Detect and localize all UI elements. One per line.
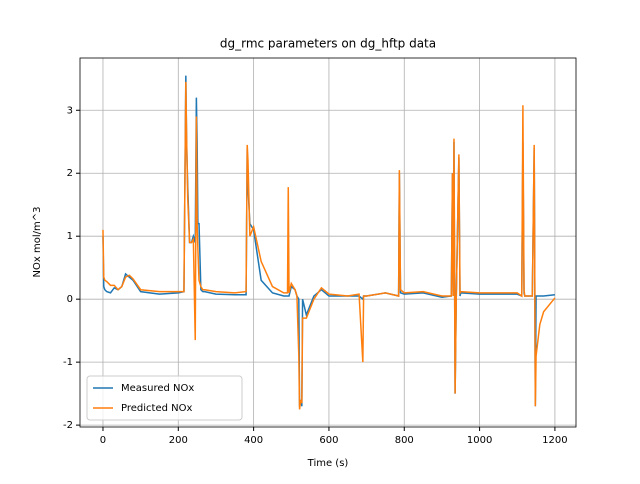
series-line	[102, 81, 556, 410]
y-tick-label: 2	[67, 168, 73, 179]
x-tick-label: 0	[100, 435, 106, 446]
x-tick-label: 200	[169, 435, 188, 446]
x-tick-label: 1200	[542, 435, 567, 446]
legend-label: Predicted NOx	[121, 403, 192, 414]
y-tick-label: 1	[67, 231, 73, 242]
y-tick-label: -1	[63, 357, 73, 368]
x-tick-label: 400	[244, 435, 263, 446]
x-tick-label: 1000	[467, 435, 492, 446]
y-tick-label: 0	[67, 294, 73, 305]
legend-label: Measured NOx	[121, 383, 194, 394]
x-tick-label: 600	[319, 435, 338, 446]
y-tick-label: 3	[67, 105, 73, 116]
legend-box	[86, 375, 243, 421]
x-tick-label: 800	[395, 435, 414, 446]
y-tick-label: -2	[63, 420, 73, 431]
plot-frame	[79, 57, 577, 428]
x-axis-label: Time (s)	[307, 458, 349, 469]
chart-title: dg_rmc parameters on dg_hftp data	[220, 37, 436, 51]
y-axis-label: NOx mol/m^3	[32, 207, 43, 278]
